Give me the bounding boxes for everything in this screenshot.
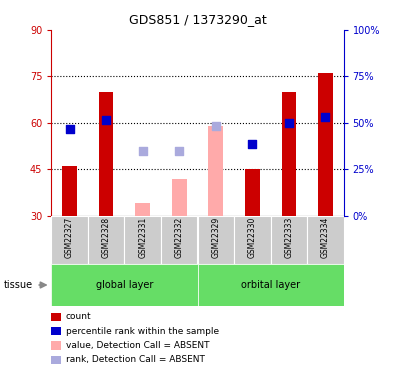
Point <box>249 141 256 147</box>
Text: count: count <box>66 312 92 321</box>
Text: GSM22332: GSM22332 <box>175 217 184 258</box>
Bar <box>245 169 260 216</box>
Text: GSM22331: GSM22331 <box>138 217 147 258</box>
Bar <box>307 216 344 264</box>
Point <box>176 148 182 154</box>
Point <box>286 120 292 126</box>
Text: GSM22330: GSM22330 <box>248 217 257 258</box>
Bar <box>282 92 296 216</box>
Text: global layer: global layer <box>96 280 153 290</box>
Bar <box>135 203 150 216</box>
Text: tissue: tissue <box>4 280 33 290</box>
Bar <box>88 216 124 264</box>
Text: rank, Detection Call = ABSENT: rank, Detection Call = ABSENT <box>66 355 205 364</box>
Bar <box>318 74 333 216</box>
Point <box>213 123 219 129</box>
Bar <box>209 126 223 216</box>
Text: GSM22329: GSM22329 <box>211 217 220 258</box>
Point <box>322 114 329 120</box>
Bar <box>234 216 271 264</box>
Text: GSM22334: GSM22334 <box>321 217 330 258</box>
Bar <box>62 166 77 216</box>
Bar <box>99 92 113 216</box>
Point <box>139 148 146 154</box>
Bar <box>51 216 88 264</box>
Text: value, Detection Call = ABSENT: value, Detection Call = ABSENT <box>66 341 209 350</box>
Point <box>103 117 109 123</box>
Bar <box>51 264 198 306</box>
Bar <box>161 216 198 264</box>
Point <box>66 126 73 132</box>
Text: GSM22327: GSM22327 <box>65 217 74 258</box>
Bar <box>172 178 186 216</box>
Text: GSM22333: GSM22333 <box>284 217 293 258</box>
Text: GDS851 / 1373290_at: GDS851 / 1373290_at <box>129 13 266 26</box>
Text: GSM22328: GSM22328 <box>102 217 111 258</box>
Bar <box>271 216 307 264</box>
Bar <box>198 216 234 264</box>
Bar <box>198 264 344 306</box>
Bar <box>124 216 161 264</box>
Text: orbital layer: orbital layer <box>241 280 300 290</box>
Text: percentile rank within the sample: percentile rank within the sample <box>66 327 219 336</box>
